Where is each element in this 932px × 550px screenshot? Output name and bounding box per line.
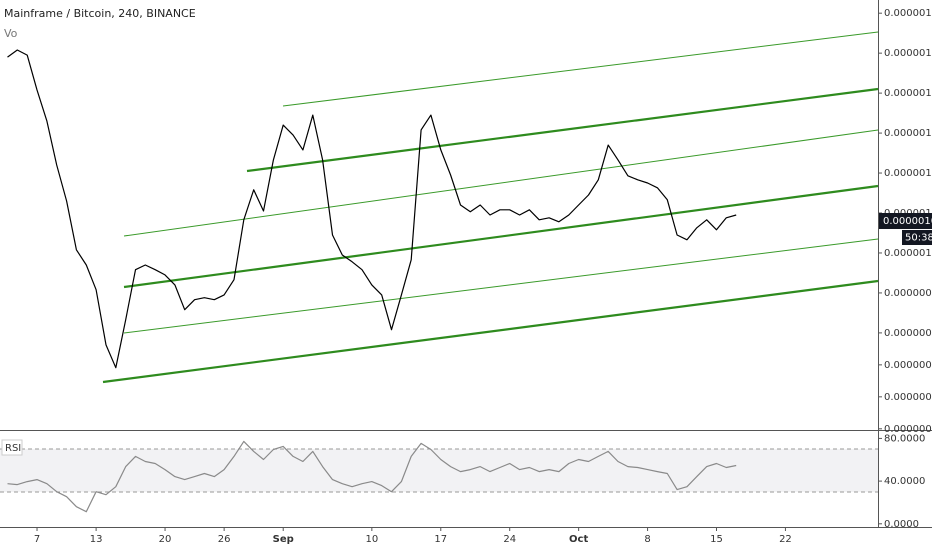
x-tick-label: 22 [779,534,792,545]
rsi-label-box [1,439,23,456]
y-tick-label: 0.00000120 [884,168,932,179]
trend-line [123,184,879,289]
x-tick-label: Sep [273,534,294,545]
y-tick-label: 0.00000056 [884,424,932,435]
x-tick-label: Oct [569,534,588,545]
x-tick-label: 26 [218,534,231,545]
countdown-box [902,229,932,245]
rsi-label: RSI [5,443,21,454]
volume-label: Vo [4,27,18,40]
price-line [7,49,737,369]
y-tick-label: 0.00000140 [884,88,932,99]
trend-line [123,238,879,334]
x-tick-label: 13 [90,534,103,545]
x-tick-label: 24 [503,534,516,545]
y-tick-label: 40.0000 [884,476,925,487]
y-tick-label: 0.00000100 [884,248,932,259]
y-tick-label: 0.00000090 [884,288,932,299]
y-tick-label: 0.00000160 [884,8,932,19]
rsi-band [0,449,878,492]
x-tick-label: 8 [644,534,650,545]
y-tick-label: 0.00000130 [884,128,932,139]
trend-line [282,31,879,107]
trend-line [246,87,879,173]
x-tick-label: 17 [434,534,447,545]
x-tick-label: 10 [365,534,378,545]
x-tick-label: 7 [34,534,40,545]
y-tick-label: 0.00000064 [884,392,932,403]
y-tick-label: 80.0000 [884,433,925,444]
symbol-title: Mainframe / Bitcoin, 240, BINANCE [4,7,196,20]
trend-line [123,129,879,237]
y-tick-label: 0.00000072 [884,360,932,371]
y-tick-label: 0.0000 [884,519,919,530]
x-tick-label: 20 [159,534,172,545]
last-price-label: 0.00000108 [883,216,932,227]
channel [102,31,879,384]
last-price-box [879,212,932,229]
price-line [7,440,737,513]
countdown-label: 50:38 [905,232,932,243]
y-tick-label: 0.00000080 [884,328,932,339]
trend-line [102,279,879,384]
x-tick-label: 15 [710,534,723,545]
